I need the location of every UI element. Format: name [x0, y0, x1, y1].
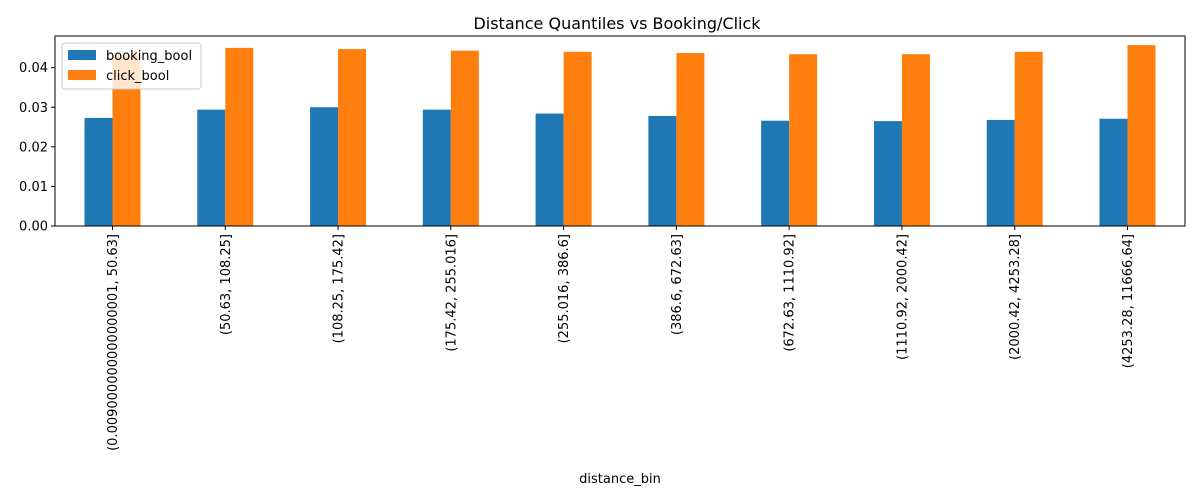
x-tick-label-4: (255.016, 386.6] [557, 234, 572, 343]
bar-click_bool-1 [225, 47, 254, 226]
bar-click_bool-8 [1014, 51, 1043, 227]
bar-booking_bool-1 [197, 109, 226, 226]
y-tick-label-4: 0.04 [19, 61, 48, 76]
bar-booking_bool-2 [310, 107, 339, 226]
legend-box [61, 42, 202, 90]
bar-click_bool-5 [676, 53, 705, 227]
y-tick-label-2: 0.02 [19, 140, 48, 155]
bar-booking_bool-7 [873, 121, 902, 226]
plot-frame [54, 35, 1186, 227]
bar-booking_bool-3 [422, 109, 451, 226]
x-tick-label-5: (386.6, 672.63] [670, 234, 685, 335]
x-tick-label-3: (175.42, 255.016] [444, 234, 459, 352]
bar-booking_bool-4 [535, 113, 564, 226]
x-tick-label-6: (672.63, 1110.92] [783, 234, 798, 352]
legend: booking_bool click_bool [61, 42, 202, 90]
bar-click_bool-3 [450, 50, 479, 227]
legend-label-click_bool: click_bool [106, 69, 169, 84]
legend-label-booking_bool: booking_bool [106, 49, 192, 64]
x-tick-label-0: (0.009000000000000001, 50.63] [106, 234, 121, 451]
x-tick-label-7: (1110.92, 2000.42] [895, 234, 910, 360]
x-axis-label: distance_bin [579, 472, 661, 487]
legend-swatch-booking_bool [68, 50, 96, 60]
bar-click_bool-2 [338, 49, 367, 226]
x-axis: (0.009000000000000001, 50.63] (50.63, 108… [106, 226, 1136, 451]
x-tick-label-2: (108.25, 175.42] [332, 234, 347, 343]
legend-swatch-click_bool [68, 70, 96, 80]
chart-title: Distance Quantiles vs Booking/Click [473, 14, 761, 33]
bar-click_bool-4 [563, 51, 592, 227]
x-tick-label-8: (2000.42, 4253.28] [1008, 234, 1023, 360]
y-tick-label-3: 0.03 [19, 101, 48, 116]
bar-booking_bool-5 [648, 115, 677, 226]
x-tick-label-9: (4253.28, 11666.64] [1121, 234, 1136, 368]
bars-group [84, 45, 1156, 227]
bar-booking_bool-9 [1099, 118, 1128, 226]
bar-click_bool-6 [789, 54, 818, 227]
y-tick-label-1: 0.01 [19, 180, 48, 195]
x-tick-label-1: (50.63, 108.25] [219, 234, 234, 335]
bar-click_bool-7 [901, 54, 930, 227]
bar-booking_bool-6 [761, 120, 790, 226]
y-tick-label-0: 0.00 [19, 220, 48, 235]
bar-booking_bool-0 [84, 117, 113, 226]
y-axis: 0.00 0.01 0.02 0.03 0.04 [19, 61, 55, 235]
bar-click_bool-9 [1127, 45, 1156, 226]
bar-booking_bool-8 [986, 119, 1015, 226]
